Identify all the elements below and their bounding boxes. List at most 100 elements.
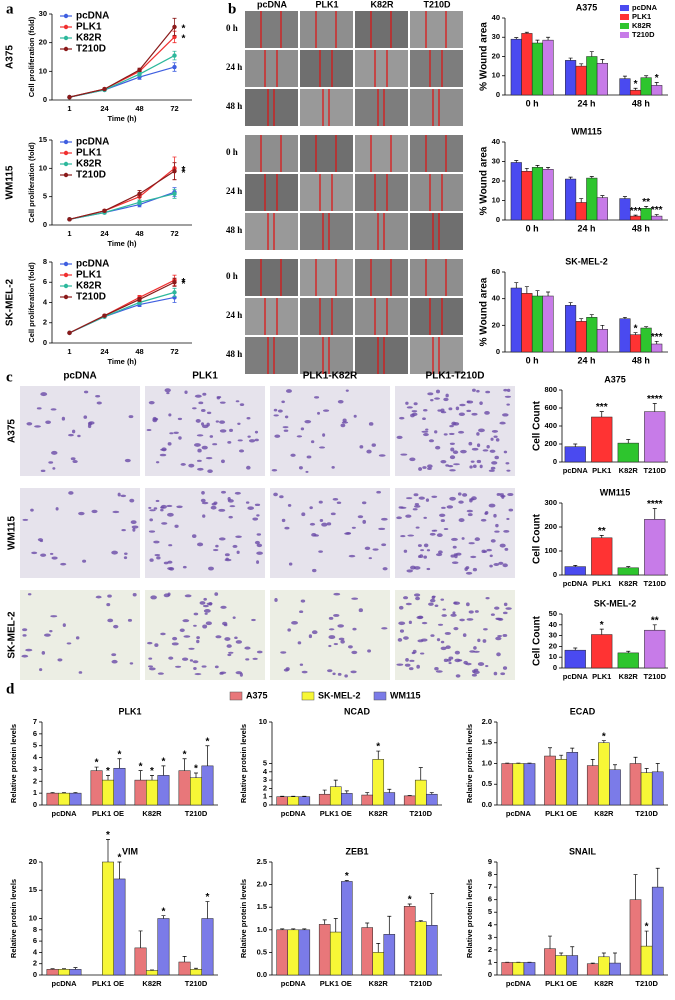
bar <box>640 208 652 221</box>
cell <box>197 467 204 471</box>
cell <box>111 550 118 555</box>
y-tick-label: 2.5 <box>257 857 267 866</box>
cell <box>120 494 127 498</box>
x-tick-label: PLK1 OE <box>92 979 124 988</box>
cell <box>468 441 473 446</box>
cell <box>326 522 332 526</box>
micrograph <box>410 174 463 211</box>
cell <box>111 659 118 664</box>
cell <box>431 595 436 600</box>
cell <box>199 601 206 605</box>
cell <box>194 673 202 676</box>
cell <box>70 457 76 461</box>
cell <box>209 435 214 438</box>
cell <box>129 498 135 503</box>
cell <box>156 556 161 560</box>
error-bar <box>644 75 649 78</box>
legend-swatch <box>620 32 629 38</box>
cell <box>169 432 174 435</box>
bar <box>46 792 59 806</box>
legend-label: K82R <box>76 33 102 44</box>
cell <box>489 554 493 558</box>
cell <box>148 665 154 668</box>
cell <box>449 496 456 501</box>
y-tick-label: 15 <box>29 885 37 894</box>
cell <box>66 642 72 645</box>
cell <box>235 640 243 644</box>
bar <box>564 446 586 463</box>
error-bar <box>568 302 573 306</box>
cell <box>312 568 317 573</box>
cell <box>50 615 58 618</box>
bar <box>318 793 331 806</box>
cell <box>396 516 402 520</box>
row-label: 0 h <box>226 147 238 157</box>
cell <box>168 544 173 547</box>
x-tick-label: T210D <box>643 466 666 475</box>
bar <box>501 962 514 976</box>
cell <box>244 646 251 650</box>
cell <box>95 395 101 398</box>
cell <box>422 466 427 469</box>
cell <box>323 409 330 412</box>
row-label: 48 h <box>226 225 242 235</box>
error-bar <box>654 214 659 217</box>
cell <box>474 610 479 613</box>
cell <box>503 450 508 454</box>
cell <box>450 554 455 558</box>
x-tick-label: 48 h <box>632 98 650 108</box>
cell <box>301 512 306 517</box>
cell <box>502 666 508 670</box>
error-bar <box>652 508 657 520</box>
cell <box>182 657 189 661</box>
y-tick-label: 10 <box>39 66 47 75</box>
x-tick-label: 48 <box>135 104 143 113</box>
cell <box>153 507 158 510</box>
cell <box>168 413 172 417</box>
cell <box>149 558 154 562</box>
error-bar <box>365 922 370 928</box>
legend-swatch <box>373 691 387 701</box>
cell <box>408 620 412 625</box>
x-tick-label: 0 h <box>526 98 539 108</box>
cell <box>203 609 211 613</box>
bar <box>383 792 396 806</box>
x-tick-label: 72 <box>170 347 178 356</box>
chart-title: WM115 <box>571 126 602 136</box>
x-tick-label: 24 h <box>577 223 595 233</box>
point <box>137 200 142 205</box>
cell <box>476 432 480 436</box>
cell <box>148 400 155 405</box>
bar <box>69 969 82 976</box>
bar <box>58 792 70 806</box>
cell <box>197 448 202 453</box>
cell <box>148 657 153 660</box>
legend-label: SK-MEL-2 <box>318 690 361 700</box>
cell <box>177 417 183 421</box>
cell <box>483 628 488 631</box>
cell <box>429 598 436 603</box>
x-tick-label: K82R <box>594 979 614 988</box>
cell <box>148 506 152 509</box>
series-line <box>69 55 175 98</box>
significance: * <box>139 761 143 772</box>
legend-marker <box>63 46 69 52</box>
bar <box>564 566 586 576</box>
cell <box>232 544 238 548</box>
cell <box>451 421 457 426</box>
cell <box>493 513 497 518</box>
cell <box>284 526 290 530</box>
cell <box>205 621 212 626</box>
cell <box>484 512 488 515</box>
cell <box>310 440 315 444</box>
y-axis-label: Cell Count <box>532 615 543 666</box>
cell <box>440 459 447 464</box>
error-bar <box>644 326 649 328</box>
cell <box>494 455 499 460</box>
significance: * <box>645 922 649 933</box>
legend-label: PLK1 <box>76 148 102 159</box>
cell <box>477 662 485 666</box>
y-tick-label: 800 <box>544 385 557 394</box>
cell <box>287 503 292 507</box>
y-tick-label: 4 <box>33 753 38 762</box>
